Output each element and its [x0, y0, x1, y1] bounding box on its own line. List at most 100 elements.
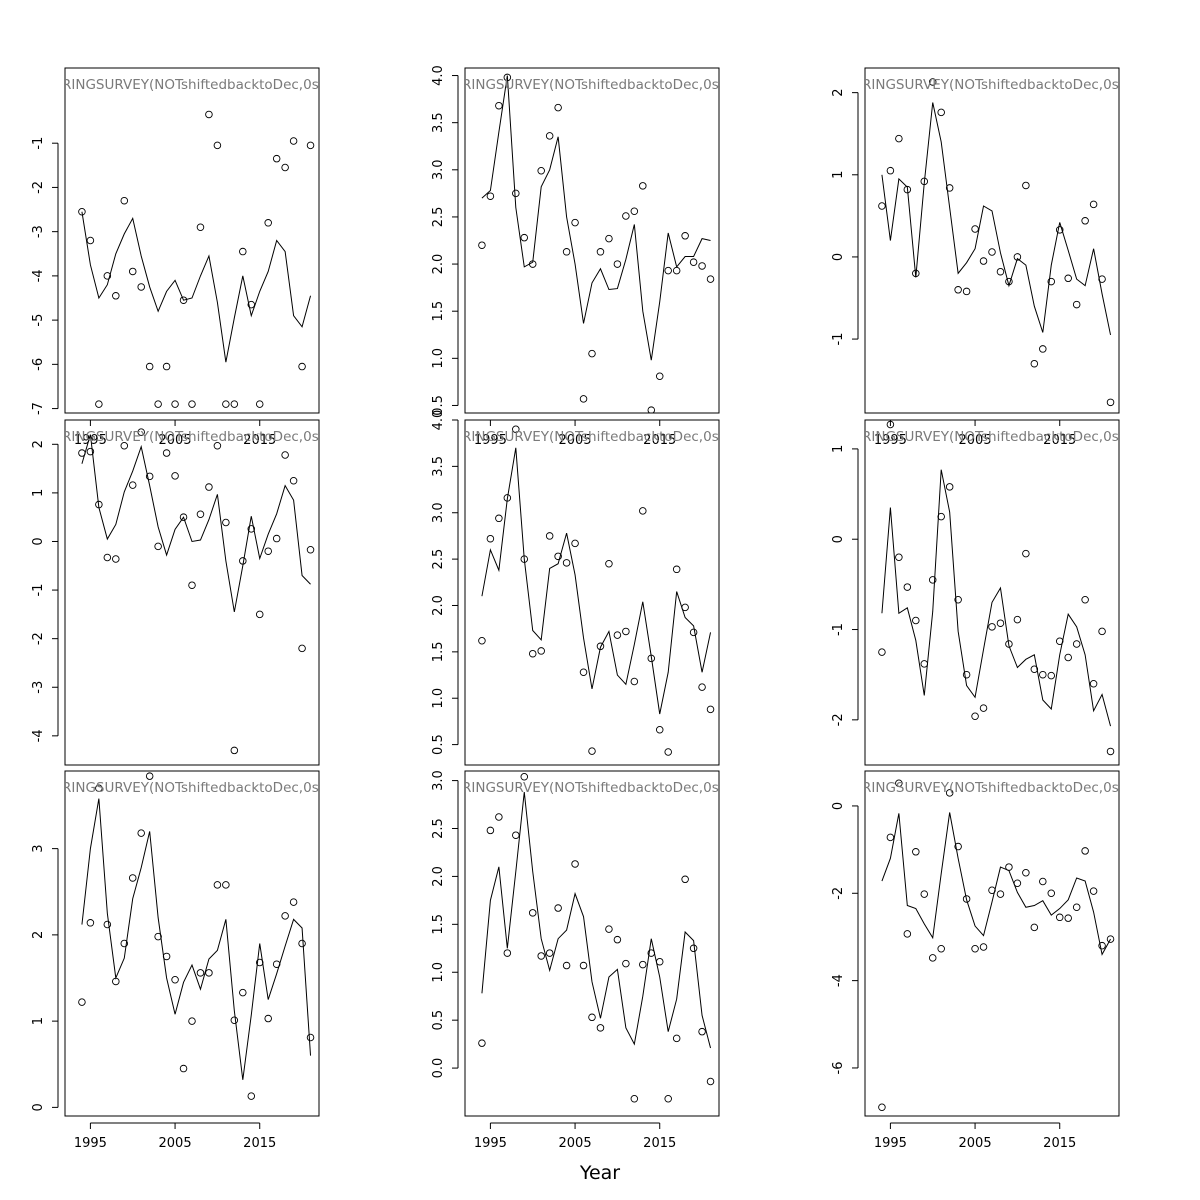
y-tick-label: 0.0	[431, 1058, 446, 1079]
data-point	[1098, 275, 1106, 283]
plot-area	[878, 78, 1115, 407]
data-point	[120, 442, 129, 450]
x-tick-label: 2015	[243, 433, 276, 448]
y-tick-label: -2	[831, 887, 846, 900]
data-point	[1089, 887, 1098, 895]
x-tick-label: 2015	[243, 1136, 276, 1151]
data-point	[562, 559, 571, 567]
data-point	[588, 747, 596, 755]
data-point	[571, 218, 579, 227]
data-point	[188, 1017, 196, 1025]
data-point	[971, 225, 979, 233]
data-point	[903, 583, 912, 591]
data-point	[495, 101, 503, 110]
plot-area	[878, 779, 1115, 1112]
plot-area	[478, 73, 715, 413]
data-point	[1072, 300, 1081, 309]
data-point	[664, 266, 672, 275]
data-point	[112, 292, 120, 300]
data-point	[605, 234, 613, 243]
data-point	[528, 909, 537, 917]
data-point	[95, 500, 103, 509]
data-point	[205, 969, 213, 977]
data-point	[681, 875, 689, 884]
data-point	[886, 833, 895, 842]
data-point	[306, 1033, 315, 1042]
y-tick-label: -1	[831, 623, 846, 636]
data-point	[1013, 253, 1022, 261]
data-point	[255, 610, 264, 619]
data-point	[272, 534, 281, 543]
data-point	[886, 420, 895, 429]
data-point	[103, 272, 112, 280]
data-point	[298, 362, 306, 371]
plot-area	[478, 425, 715, 756]
data-point	[681, 603, 689, 612]
data-point	[988, 886, 996, 894]
data-point	[912, 616, 920, 625]
data-point	[247, 300, 256, 309]
panel-title: RINGSURVEY(NOTshiftedbacktoDec,0sat	[62, 77, 332, 93]
data-point	[179, 296, 188, 304]
data-point	[562, 248, 571, 256]
data-point	[996, 890, 1005, 898]
data-point	[1039, 877, 1047, 886]
data-point	[928, 954, 937, 962]
data-point	[979, 704, 988, 712]
x-tick-label: 2015	[643, 433, 676, 448]
data-point	[571, 539, 579, 548]
data-point	[486, 192, 495, 200]
data-point	[86, 236, 95, 245]
fitted-line	[881, 812, 1111, 956]
y-tick-label: 0	[31, 1103, 46, 1111]
data-point	[154, 400, 162, 408]
data-point	[545, 132, 554, 140]
data-point	[878, 648, 886, 656]
data-point	[1064, 274, 1072, 283]
data-point	[596, 248, 605, 256]
data-point	[478, 241, 486, 249]
data-point	[1081, 217, 1089, 225]
data-point	[179, 1064, 188, 1073]
data-point	[103, 553, 112, 562]
data-point	[145, 362, 154, 371]
data-point	[255, 400, 264, 408]
data-point	[945, 483, 954, 491]
data-point	[289, 476, 298, 485]
data-point	[895, 134, 903, 143]
data-point	[545, 532, 554, 540]
data-point	[554, 552, 562, 561]
fitted-line	[881, 102, 1112, 336]
data-point	[639, 182, 647, 190]
data-point	[945, 789, 954, 797]
data-point	[128, 267, 137, 276]
data-point	[996, 619, 1005, 627]
data-point	[289, 137, 298, 145]
data-point	[1013, 615, 1022, 624]
data-point	[230, 746, 239, 755]
y-tick-label: -4	[31, 729, 46, 742]
data-point	[1098, 627, 1106, 636]
data-point	[264, 547, 272, 555]
data-point	[698, 1027, 706, 1036]
data-point	[78, 998, 86, 1006]
data-point	[1005, 277, 1013, 286]
data-point	[588, 349, 596, 358]
data-point	[537, 647, 545, 655]
data-point	[112, 977, 120, 986]
data-point	[639, 507, 647, 515]
data-point	[1047, 671, 1056, 680]
data-point	[495, 813, 503, 821]
data-point	[1098, 941, 1106, 950]
data-point	[895, 553, 903, 562]
data-point	[1022, 181, 1030, 190]
y-tick-label: 2	[31, 931, 46, 939]
data-point	[137, 829, 145, 837]
data-point	[613, 935, 622, 944]
y-tick-label: 3.0	[431, 502, 446, 523]
plot-area	[878, 420, 1115, 756]
panel-title: RINGSURVEY(NOTshiftedbacktoDec,0sat	[462, 429, 732, 445]
data-point	[112, 555, 120, 563]
panel-title: RINGSURVEY(NOTshiftedbacktoDec,0sat	[462, 77, 732, 93]
